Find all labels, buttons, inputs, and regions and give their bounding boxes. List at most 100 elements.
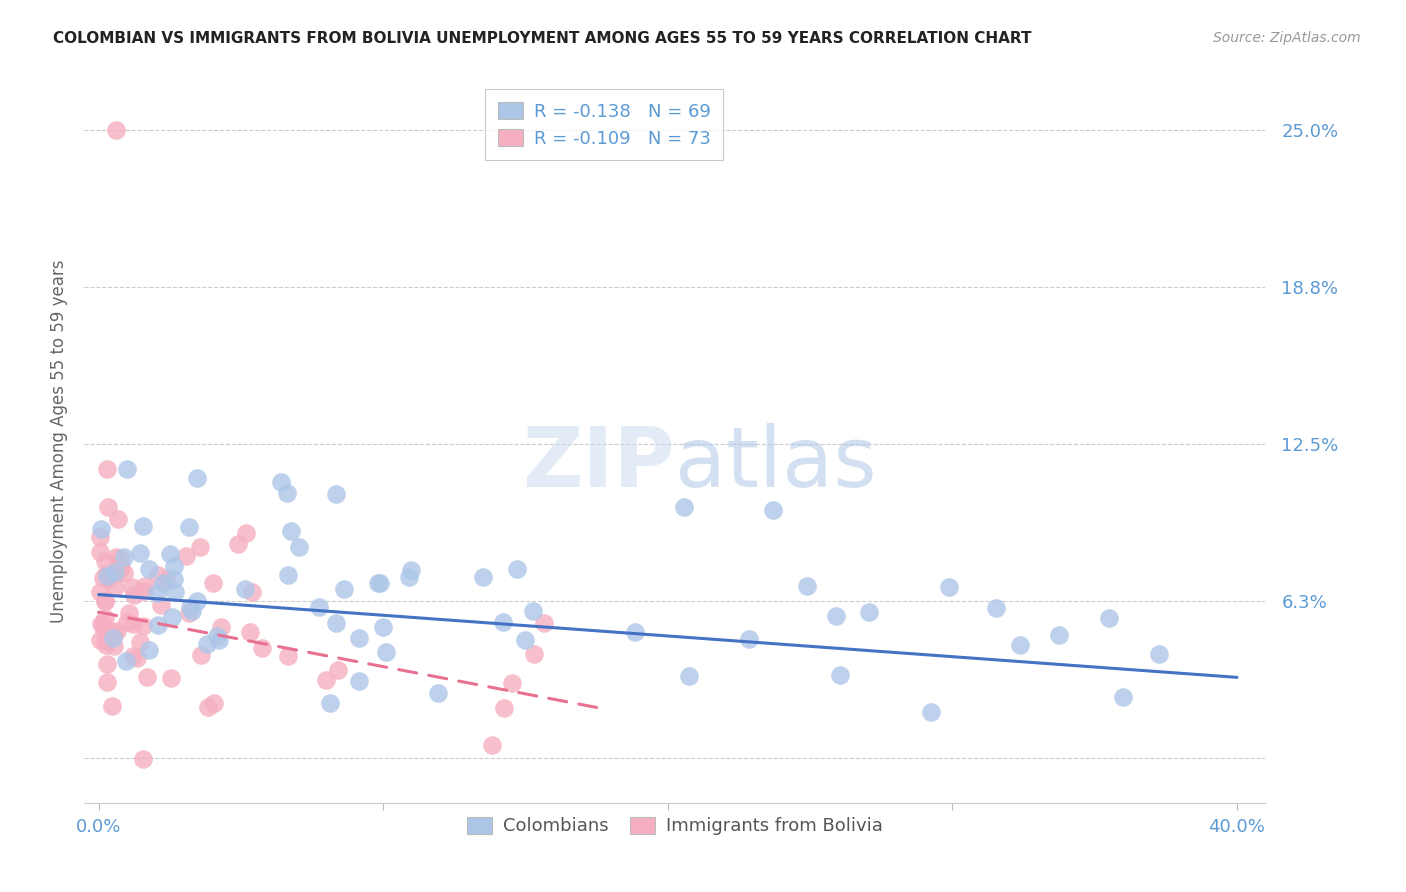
Point [202, 696, 225, 710]
Point [233, 582, 256, 596]
Point [240, 584, 263, 599]
Point [121, 580, 143, 594]
Point [100, 698, 122, 713]
Legend: Colombians, Immigrants from Bolivia: Colombians, Immigrants from Bolivia [454, 804, 896, 848]
Point [492, 615, 515, 630]
Point [105, 566, 128, 581]
Point [181, 604, 204, 618]
Point [226, 537, 249, 551]
Point [179, 606, 201, 620]
Point [132, 619, 155, 633]
Point [506, 562, 529, 576]
Point [195, 637, 218, 651]
Point [96, 462, 118, 476]
Point [94, 593, 117, 607]
Point [122, 648, 145, 663]
Point [89, 633, 111, 648]
Point [105, 624, 128, 639]
Point [920, 705, 942, 719]
Point [472, 570, 495, 584]
Point [332, 582, 354, 596]
Point [159, 672, 181, 686]
Point [122, 617, 145, 632]
Point [97, 500, 120, 514]
Point [328, 663, 350, 677]
Point [94, 638, 117, 652]
Point [96, 568, 118, 582]
Point [205, 629, 228, 643]
Point [96, 569, 118, 583]
Point [494, 701, 516, 715]
Point [110, 551, 132, 566]
Point [94, 554, 117, 568]
Point [427, 686, 450, 700]
Point [138, 642, 160, 657]
Point [103, 640, 125, 654]
Point [128, 635, 150, 649]
Point [370, 576, 392, 591]
Point [522, 604, 544, 618]
Point [325, 487, 347, 501]
Point [308, 600, 330, 615]
Point [148, 568, 170, 582]
Point [138, 562, 160, 576]
Text: Source: ZipAtlas.com: Source: ZipAtlas.com [1213, 31, 1361, 45]
Point [101, 631, 124, 645]
Point [501, 675, 523, 690]
Point [115, 615, 138, 629]
Point [118, 607, 141, 621]
Point [188, 540, 211, 554]
Point [97, 572, 120, 586]
Point [513, 633, 536, 648]
Point [128, 546, 150, 560]
Point [239, 624, 262, 639]
Point [98, 624, 121, 638]
Point [347, 673, 370, 688]
Point [177, 520, 200, 534]
Point [89, 585, 111, 599]
Point [1147, 647, 1170, 661]
Point [319, 696, 342, 710]
Point [270, 475, 292, 489]
Point [367, 576, 389, 591]
Point [349, 632, 371, 646]
Point [287, 541, 309, 555]
Point [163, 559, 186, 574]
Point [280, 524, 302, 538]
Point [110, 559, 132, 574]
Point [132, 752, 155, 766]
Point [160, 610, 183, 624]
Point [201, 576, 224, 591]
Point [984, 601, 1007, 615]
Point [112, 550, 135, 565]
Point [207, 633, 229, 648]
Point [93, 623, 115, 637]
Point [398, 570, 420, 584]
Point [315, 673, 337, 687]
Point [762, 502, 785, 516]
Point [134, 583, 156, 598]
Point [522, 647, 544, 661]
Point [401, 563, 423, 577]
Point [830, 668, 852, 682]
Point [533, 616, 555, 631]
Point [1010, 638, 1032, 652]
Point [373, 619, 395, 633]
Point [136, 670, 159, 684]
Point [938, 580, 960, 594]
Point [252, 640, 274, 655]
Point [110, 561, 132, 575]
Point [96, 657, 118, 671]
Text: COLOMBIAN VS IMMIGRANTS FROM BOLIVIA UNEMPLOYMENT AMONG AGES 55 TO 59 YEARS CORR: COLOMBIAN VS IMMIGRANTS FROM BOLIVIA UNE… [53, 31, 1032, 46]
Point [105, 549, 128, 564]
Point [94, 610, 117, 624]
Point [277, 648, 299, 663]
Point [276, 485, 298, 500]
Point [174, 549, 197, 563]
Point [114, 654, 136, 668]
Point [150, 598, 173, 612]
Point [104, 565, 127, 579]
Point [186, 593, 208, 607]
Point [623, 625, 645, 640]
Point [107, 512, 129, 526]
